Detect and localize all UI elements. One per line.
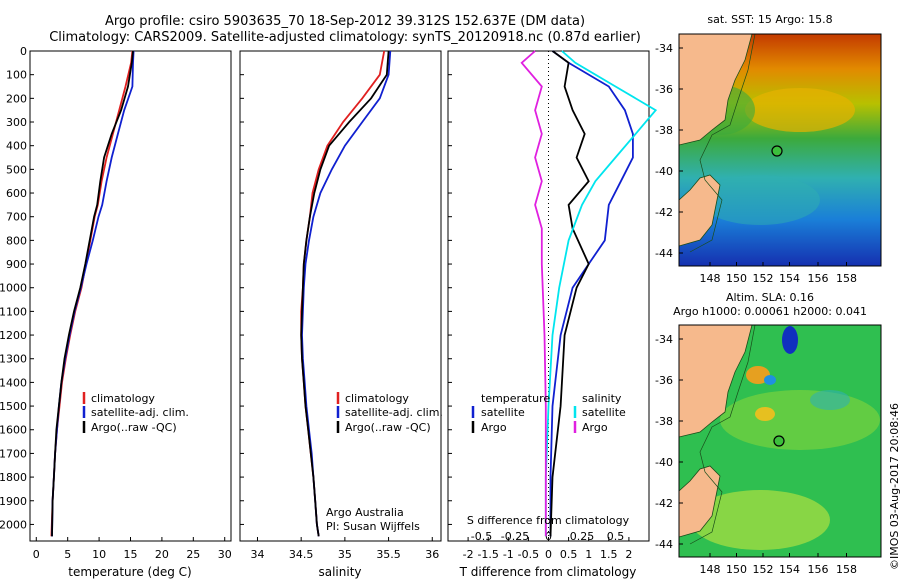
series-climatology [300, 50, 386, 537]
legend-label-s-satellite: satellite [582, 406, 626, 419]
legend-label-t-argo: Argo [481, 421, 507, 434]
x-tick-label: 35.5 [376, 548, 401, 561]
temperature-panel-frame [29, 50, 232, 542]
difference-legend: temperature satellite Argo salinity sate… [471, 392, 626, 434]
series-argo-raw-qc- [300, 50, 390, 537]
x-top-tick-label: -0.5 [471, 530, 492, 543]
y-tick-label: 1900 [0, 495, 27, 508]
y-tick-label: 200 [6, 92, 27, 105]
y-tick-label: 900 [6, 258, 27, 271]
series-salinity-argo [520, 50, 547, 537]
series-satellite-adj-clim- [301, 50, 392, 537]
y-tick-label: 1800 [0, 471, 27, 484]
salinity-x-ticks: 34 34.5 35 35.5 36 [250, 537, 439, 561]
title-line-2: Climatology: CARS2009. Satellite-adjuste… [49, 30, 641, 45]
argo-australia-note: Argo Australia [326, 506, 404, 519]
difference-axis-label: T difference from climatology [459, 565, 637, 579]
x-tick-label: 20 [155, 548, 169, 561]
difference-x-ticks: -2 -1.5 -1 -0.5 0 0.5 1 1.5 2 -0.5 -0.25 0 0.25 0.5 [463, 530, 633, 561]
x-tick-label: 2 [625, 548, 632, 561]
x-top-tick-label: 0.5 [607, 530, 625, 543]
y-tick-label: 1400 [0, 376, 27, 389]
series-satellite-adj-clim- [51, 50, 135, 537]
x-tick-label: 35 [338, 548, 352, 561]
x-tick-label: 30 [218, 548, 232, 561]
legend-label-argo: Argo(..raw -QC) [91, 421, 177, 434]
x-tick-label: 34.5 [289, 548, 314, 561]
y-tick-label: 500 [6, 163, 27, 176]
legend-label-satellite: satellite-adj. clim. [91, 406, 189, 419]
x-tick-label: 10 [92, 548, 106, 561]
x-top-tick-label: 0 [545, 530, 552, 543]
temperature-legend: climatology satellite-adj. clim. Argo(..… [82, 392, 189, 434]
x-tick-label: 0 [33, 548, 40, 561]
title-line-1: Argo profile: csiro 5903635_70 18-Sep-20… [104, 14, 586, 29]
x-tick-label: 25 [186, 548, 200, 561]
pi-note: PI: Susan Wijffels [326, 520, 420, 533]
temperature-axis-label: temperature (deg C) [68, 565, 191, 579]
y-tick-label: 1700 [0, 447, 27, 460]
x-tick-label: 34 [250, 548, 264, 561]
x-tick-label: 36 [425, 548, 439, 561]
y-tick-label: 1100 [0, 305, 27, 318]
series-salinity-satellite [544, 50, 658, 537]
y-tick-label: 1000 [0, 282, 27, 295]
legend-title-temperature: temperature [481, 392, 550, 405]
legend-label-satellite: satellite-adj. clim. [345, 406, 443, 419]
y-tick-label: 400 [6, 140, 27, 153]
s-difference-label: S difference from climatology [467, 514, 630, 527]
y-tick-label: 100 [6, 69, 27, 82]
sst-map-title: sat. SST: 15 Argo: 15.8 [707, 13, 833, 26]
y-tick-label: 700 [6, 211, 27, 224]
temperature-x-ticks: 0 5 10 15 20 25 30 [33, 537, 232, 561]
y-tick-label: 1600 [0, 424, 27, 437]
legend-label-t-satellite: satellite [481, 406, 525, 419]
x-tick-label: 15 [124, 548, 138, 561]
y-tick-label: 0 [20, 45, 27, 58]
salinity-axis-label: salinity [318, 565, 361, 579]
x-tick-label: -1.5 [477, 548, 498, 561]
x-top-tick-label: 0.25 [570, 530, 595, 543]
y-tick-label: 1300 [0, 353, 27, 366]
profile-series [50, 50, 658, 537]
depth-axis: 0 100 200 300 400 500 600 700 800 900 1000 1100 1200… [0, 45, 452, 531]
x-tick-label: -2 [463, 548, 474, 561]
x-top-tick-label: -0.25 [501, 530, 529, 543]
y-tick-label: 1200 [0, 329, 27, 342]
legend-label-s-argo: Argo [582, 421, 608, 434]
y-tick-label: 1500 [0, 400, 27, 413]
sla-map-title-1: Altim. SLA: 0.16 [725, 291, 815, 304]
series-temperature-satellite [549, 50, 634, 537]
x-tick-label: 1 [585, 548, 592, 561]
legend-label-argo: Argo(..raw -QC) [345, 421, 431, 434]
x-tick-label: 0.5 [560, 548, 578, 561]
x-tick-label: 1.5 [600, 548, 618, 561]
series-temperature-argo [549, 50, 590, 537]
legend-title-salinity: salinity [582, 392, 622, 405]
salinity-legend: climatology satellite-adj. clim. Argo(..… [336, 392, 443, 434]
x-tick-label: -1 [503, 548, 514, 561]
x-tick-label: 5 [64, 548, 71, 561]
salinity-panel-frame [239, 50, 442, 542]
series-argo-raw-qc- [51, 50, 134, 537]
sla-map-title-2: Argo h1000: 0.00061 h2000: 0.041 [673, 305, 867, 318]
imos-credit: ©IMOS 03-Aug-2017 20:08:46 [888, 403, 900, 570]
legend-label-climatology: climatology [91, 392, 155, 405]
y-tick-label: 300 [6, 116, 27, 129]
y-tick-label: 800 [6, 234, 27, 247]
legend-label-climatology: climatology [345, 392, 409, 405]
y-tick-label: 2000 [0, 518, 27, 531]
x-tick-label: 0 [545, 548, 552, 561]
y-tick-label: 600 [6, 187, 27, 200]
x-tick-label: -0.5 [518, 548, 539, 561]
